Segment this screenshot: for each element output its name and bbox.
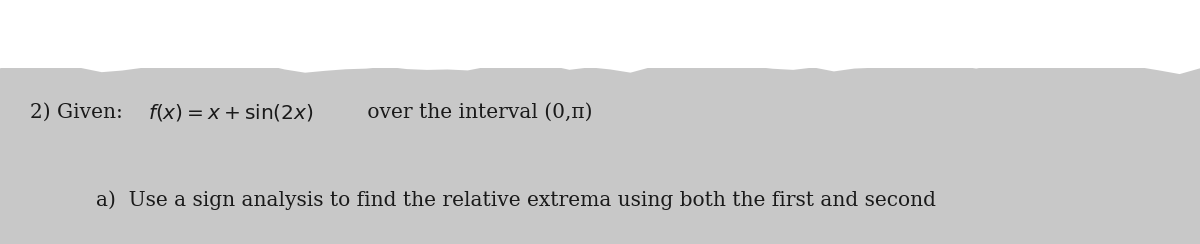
Text: $f(x)=x+\mathrm{sin}(2x)$: $f(x)=x+\mathrm{sin}(2x)$ (148, 102, 313, 123)
Text: over the interval (0,π): over the interval (0,π) (361, 102, 593, 122)
Bar (0, 0, 1200, 68)
Text: 2) Given:: 2) Given: (30, 102, 136, 122)
Text: a)  Use a sign analysis to find the relative extrema using both the first and se: a) Use a sign analysis to find the relat… (96, 190, 936, 210)
Polygon shape (0, 0, 1200, 74)
